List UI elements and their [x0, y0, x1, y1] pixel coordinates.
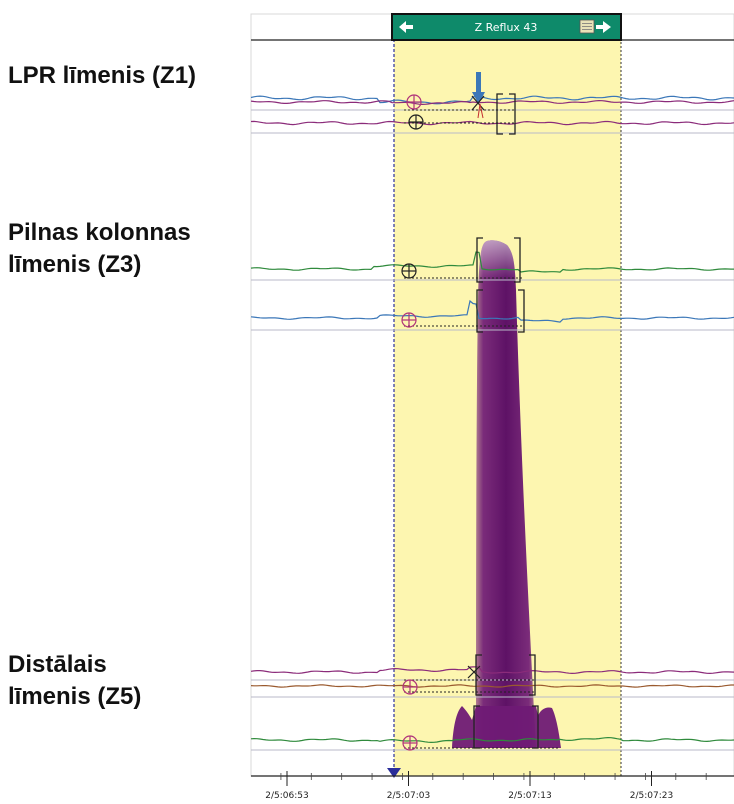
- z1-cross-marker-icon: [471, 95, 485, 111]
- z3-trace-green: [250, 251, 734, 273]
- z5-reflux-marker[interactable]: [402, 735, 418, 751]
- event-start-pointer-icon[interactable]: [387, 768, 401, 778]
- z3-trace-blue: [250, 299, 734, 323]
- z1-baseline-marker[interactable]: [408, 114, 424, 130]
- zone-label-z1: LPR līmenis (Z1): [8, 62, 197, 89]
- event-banner-title: Z Reflux 43: [475, 21, 538, 34]
- z1-event-bracket: [496, 93, 516, 135]
- x-axis: 2/5:06:53 2/5:07:03 2/5:07:13 2/5:07:23: [251, 771, 734, 801]
- z1-red-spike: [477, 103, 484, 119]
- notes-arrow-right-icon: [579, 19, 611, 34]
- event-banner: Z Reflux 43: [391, 13, 622, 41]
- z3-event-bracket-upper: [476, 237, 521, 283]
- zone-label-z5: Distālais līmenis (Z5): [8, 651, 142, 710]
- next-event-button[interactable]: [578, 16, 618, 38]
- z1-trace-purple: [250, 99, 734, 106]
- z5-trace-purple: [250, 666, 734, 675]
- z5-trace-brown: [250, 684, 734, 688]
- z5-event-bracket-lower: [473, 705, 539, 749]
- x-tick-label: 2/5:07:03: [387, 791, 430, 801]
- x-tick-label: 2/5:06:53: [265, 791, 308, 801]
- bolus-base: [452, 706, 561, 748]
- z5-event-bracket-upper: [475, 654, 536, 696]
- z1-spike-arrow-head: [472, 92, 485, 104]
- previous-event-button[interactable]: [394, 16, 418, 38]
- x-tick-label: 2/5:07:23: [630, 791, 673, 801]
- z5-cross-marker-icon: [467, 665, 481, 679]
- x-tick-label: 2/5:07:13: [508, 791, 551, 801]
- arrow-left-icon: [399, 21, 413, 33]
- bolus-shading: [452, 240, 561, 748]
- zone-label-z3: Pilnas kolonnas līmenis (Z3): [8, 219, 191, 278]
- z1-reflux-marker[interactable]: [406, 94, 422, 110]
- z1-spike-arrow-icon: [476, 72, 481, 94]
- z3-event-bracket-lower: [476, 289, 525, 333]
- z5-reflux-marker[interactable]: [402, 679, 418, 695]
- z3-reflux-marker[interactable]: [401, 312, 417, 328]
- z5-trace-green: [250, 736, 734, 744]
- z1-trace-purple-lower: [250, 120, 734, 126]
- z1-trace-blue: [250, 95, 734, 105]
- z3-baseline-marker[interactable]: [401, 263, 417, 279]
